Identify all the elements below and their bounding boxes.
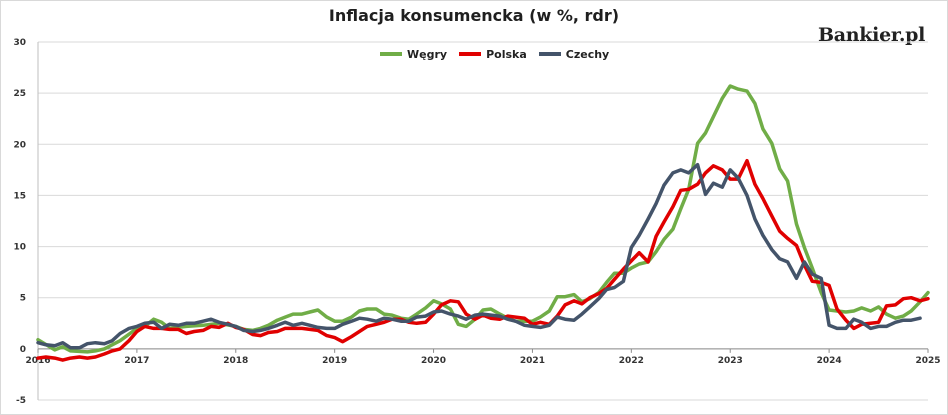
x-tick-label: 2024 [817, 356, 842, 366]
x-tick-label: 2021 [520, 356, 545, 366]
x-tick-label: 2023 [718, 356, 743, 366]
series-line-czechy [36, 162, 922, 350]
legend-item-czechy: Czechy [538, 47, 610, 61]
legend-swatch-polska [459, 52, 482, 56]
legend-label-wegry: Węgry [407, 47, 448, 61]
legend-label-czechy: Czechy [565, 47, 610, 61]
y-tick-label: 30 [13, 38, 26, 48]
legend-label-polska: Polska [486, 47, 527, 61]
x-tick-label: 2016 [25, 356, 50, 366]
y-tick-label: 0 [20, 345, 26, 355]
y-tick-label: 15 [13, 191, 26, 201]
legend-swatch-czechy [538, 52, 561, 56]
legend-item-wegry: Węgry [380, 48, 447, 61]
x-tick-label: 2025 [915, 356, 940, 366]
bankier-logo: Bankier.pl [818, 24, 926, 46]
x-tick-label: 2022 [619, 356, 644, 366]
y-tick-label: -5 [16, 396, 26, 406]
legend-item-polska: Polska [459, 48, 527, 61]
chart-title: Inflacja konsumencka (w %, rdr) [328, 6, 620, 25]
y-tick-label: 20 [13, 140, 26, 150]
legend-swatch-wegry [380, 52, 402, 56]
x-tick-label: 2017 [124, 356, 149, 366]
x-tick-label: 2018 [223, 356, 248, 366]
x-tick-label: 2020 [421, 356, 446, 366]
chart-legend: Węgry Polska Czechy [380, 46, 621, 62]
y-tick-label: 5 [20, 294, 26, 304]
x-tick-label: 2019 [322, 356, 347, 366]
y-tick-label: 10 [13, 243, 26, 253]
series-line-polska [36, 158, 930, 362]
series-line-wgry [36, 84, 930, 354]
y-tick-label: 25 [13, 89, 26, 99]
